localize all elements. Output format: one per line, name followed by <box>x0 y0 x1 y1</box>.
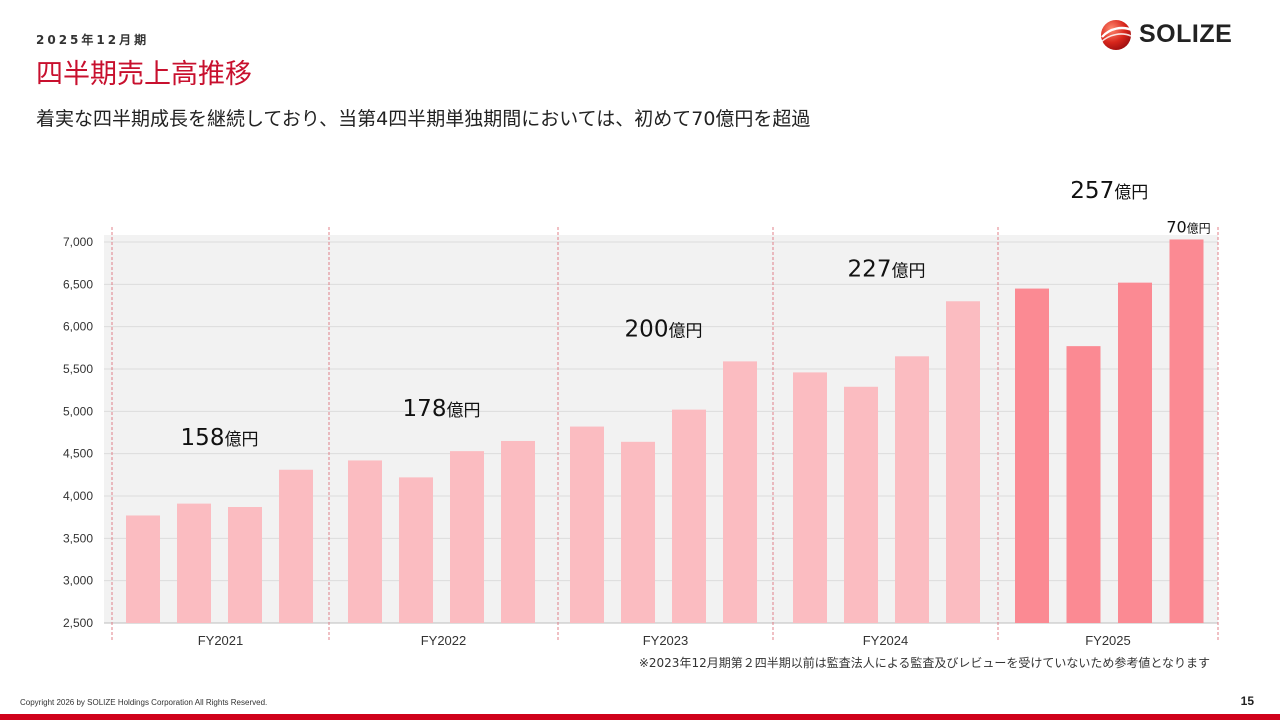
bar-fy2023-q3 <box>672 409 706 623</box>
bar-fy2023-q4 <box>723 361 757 623</box>
x-category-label: FY2025 <box>1085 633 1131 648</box>
bar-fy2021-q2 <box>177 503 211 623</box>
fiscal-period-label: 2025年12月期 <box>36 33 150 47</box>
logo-wordmark: SOLIZE <box>1139 20 1233 48</box>
bar-fy2022-q3 <box>450 451 484 623</box>
fy-total-label: 200億円 <box>625 316 703 342</box>
y-tick-label: 3,500 <box>63 531 93 545</box>
bar-fy2022-q2 <box>399 477 433 623</box>
y-tick-label: 4,000 <box>63 489 93 503</box>
bar-fy2021-q1 <box>126 515 160 623</box>
bar-fy2025-q1 <box>1015 288 1049 623</box>
chart-footnote: ※2023年12月期第２四半期以前は監査法人による監査及びレビューを受けていない… <box>638 656 1210 670</box>
bar-fy2025-q3 <box>1118 282 1152 623</box>
copyright-text: Copyright 2026 by SOLIZE Holdings Corpor… <box>20 698 268 707</box>
y-tick-label: 4,500 <box>63 447 93 461</box>
plot-area <box>104 235 1218 623</box>
y-tick-label: 6,500 <box>63 277 93 291</box>
chart-labels: 2,500 3,000 3,500 4,000 4,500 5,000 5,500 6,000… <box>63 178 1211 648</box>
bar-fy2021-q3 <box>228 507 262 623</box>
y-tick-label: 5,000 <box>63 404 93 418</box>
y-tick-label: 2,500 <box>63 616 93 630</box>
bar-fy2023-q2 <box>621 441 655 623</box>
company-logo: SOLIZE <box>1098 18 1248 52</box>
bar-fy2022-q1 <box>348 460 382 623</box>
bar-fy2024-q1 <box>793 372 827 623</box>
bar-fy2025-q2 <box>1066 346 1101 623</box>
fiscal-year-dividers <box>111 227 1219 642</box>
y-tick-label: 6,000 <box>63 320 93 334</box>
bar-fy2025-q4 <box>1169 239 1204 623</box>
chart-bars <box>126 239 1204 623</box>
y-tick-label: 5,500 <box>63 362 93 376</box>
bar-fy2024-q4 <box>946 301 980 623</box>
x-category-label: FY2021 <box>198 633 244 648</box>
bar-fy2021-q4 <box>279 469 313 623</box>
page-title: 四半期売上高推移 <box>36 59 252 90</box>
solize-sphere-icon <box>1100 20 1133 50</box>
y-tick-label: 3,000 <box>63 574 93 588</box>
bar-fy2024-q3 <box>895 356 929 623</box>
x-category-label: FY2022 <box>421 633 467 648</box>
chart-grid <box>104 235 1218 624</box>
fy-total-label: 178億円 <box>403 396 481 422</box>
bar-fy2022-q4 <box>501 440 535 623</box>
fy-total-label: 158億円 <box>181 425 259 451</box>
q4-annotation-label: 70億円 <box>1166 217 1210 236</box>
bar-fy2023-q1 <box>570 426 604 623</box>
fy-total-label: 227億円 <box>848 256 926 282</box>
x-category-label: FY2024 <box>863 633 909 648</box>
page-subtitle: 着実な四半期成長を継続しており、当第4四半期単独期間においては、初めて70億円を… <box>36 108 811 130</box>
y-tick-label: 7,000 <box>63 235 93 249</box>
page-number: 15 <box>1240 694 1254 708</box>
bar-fy2024-q2 <box>844 386 878 623</box>
quarterly-revenue-chart: 2,500 3,000 3,500 4,000 4,500 5,000 5,500 6,000… <box>63 178 1219 648</box>
fy-total-label: 257億円 <box>1070 178 1148 204</box>
x-category-label: FY2023 <box>643 633 689 648</box>
bottom-accent-bar <box>0 714 1280 720</box>
